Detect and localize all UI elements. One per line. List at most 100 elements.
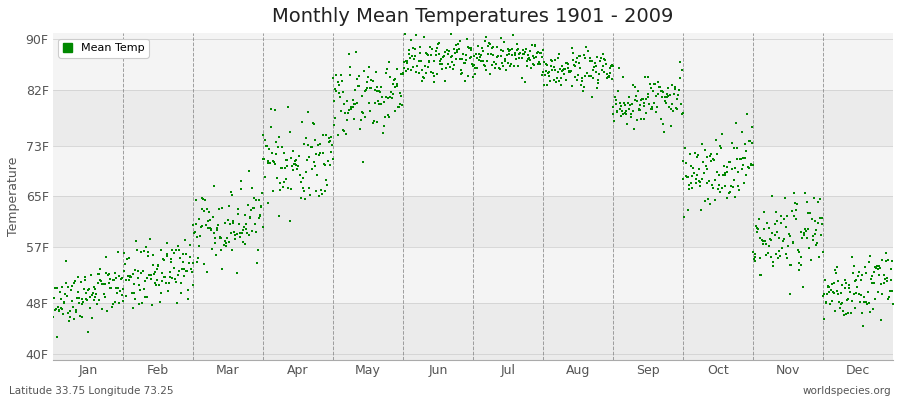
Point xyxy=(191,254,205,261)
Point xyxy=(731,168,745,175)
Point xyxy=(629,117,643,123)
Point xyxy=(311,193,326,199)
Point xyxy=(478,63,492,69)
Point xyxy=(85,314,99,321)
Point xyxy=(533,61,547,67)
Point xyxy=(525,42,539,48)
Point xyxy=(684,180,698,186)
Point xyxy=(882,294,896,300)
Point xyxy=(820,283,834,289)
Point xyxy=(302,192,317,198)
Point xyxy=(432,50,446,57)
Point xyxy=(794,254,808,260)
Point xyxy=(186,222,201,229)
Point xyxy=(830,288,844,294)
Point xyxy=(129,296,143,302)
Point xyxy=(746,255,760,262)
Point xyxy=(716,130,730,137)
Point xyxy=(248,195,262,202)
Point xyxy=(381,95,395,101)
Point xyxy=(201,218,215,225)
Point xyxy=(535,54,549,60)
Point xyxy=(676,158,690,164)
Bar xyxy=(53,33,893,39)
Point xyxy=(346,103,360,110)
Point xyxy=(856,323,870,330)
Point xyxy=(798,190,813,196)
Point xyxy=(745,123,760,130)
Point xyxy=(864,275,878,282)
Point xyxy=(216,242,230,248)
Point xyxy=(806,237,820,243)
Point xyxy=(789,216,804,222)
Point xyxy=(197,260,211,267)
Point xyxy=(783,261,797,268)
Point xyxy=(318,162,332,168)
Point xyxy=(427,58,441,65)
Point xyxy=(417,74,431,81)
Point xyxy=(70,274,85,280)
Point xyxy=(671,87,686,93)
Point xyxy=(784,262,798,268)
Point xyxy=(464,54,478,60)
Point xyxy=(768,231,782,238)
Point xyxy=(648,81,662,88)
Point xyxy=(293,194,308,201)
Point xyxy=(643,80,657,87)
Point xyxy=(513,28,527,35)
Point xyxy=(501,51,516,57)
Point xyxy=(398,31,412,37)
Point xyxy=(297,188,311,194)
Point xyxy=(524,65,538,72)
Point xyxy=(796,284,810,290)
Point xyxy=(669,86,683,92)
Point xyxy=(503,47,517,54)
Point xyxy=(194,195,209,202)
Point xyxy=(580,70,594,76)
Point xyxy=(638,74,652,81)
Point xyxy=(685,185,699,191)
Point xyxy=(716,163,731,170)
Point xyxy=(774,220,788,227)
Point xyxy=(579,72,593,79)
Point xyxy=(236,238,250,245)
Point xyxy=(871,271,886,278)
Point xyxy=(647,100,662,106)
Point xyxy=(170,272,184,278)
Point xyxy=(427,73,441,79)
Point xyxy=(472,54,487,61)
Point xyxy=(258,174,273,181)
Point xyxy=(132,301,147,308)
Point xyxy=(50,334,64,341)
Point xyxy=(497,38,511,45)
Point xyxy=(275,165,290,171)
Point xyxy=(705,182,719,189)
Point xyxy=(267,160,282,167)
Point xyxy=(690,172,705,178)
Point xyxy=(60,293,75,300)
Point xyxy=(370,88,384,95)
Point xyxy=(428,79,442,85)
Point xyxy=(179,250,194,257)
Point xyxy=(407,56,421,62)
Point xyxy=(503,63,517,69)
Point xyxy=(332,82,347,88)
Text: worldspecies.org: worldspecies.org xyxy=(803,386,891,396)
Point xyxy=(713,189,727,195)
Point xyxy=(230,211,245,218)
Point xyxy=(232,221,247,227)
Point xyxy=(633,102,647,109)
Point xyxy=(558,66,572,72)
Point xyxy=(822,289,836,295)
Point xyxy=(410,23,425,30)
Point xyxy=(746,162,760,168)
Point xyxy=(295,185,310,191)
Point xyxy=(272,213,286,220)
Point xyxy=(709,151,724,158)
Point xyxy=(249,260,264,267)
Point xyxy=(193,232,207,239)
Point xyxy=(567,62,581,68)
Point xyxy=(706,156,721,162)
Point xyxy=(69,295,84,302)
Point xyxy=(444,31,458,37)
